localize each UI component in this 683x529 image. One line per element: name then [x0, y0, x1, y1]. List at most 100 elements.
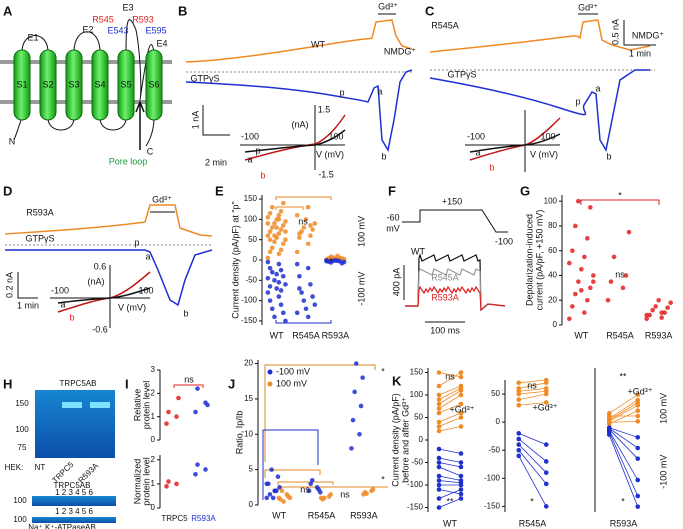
band: [62, 402, 82, 408]
pair-line: [609, 420, 638, 423]
panel-label: D: [3, 183, 12, 198]
legend-label: -100 mV: [658, 455, 668, 489]
point: [265, 290, 271, 295]
point: [195, 386, 200, 391]
point: [274, 286, 279, 291]
point: [269, 269, 275, 275]
panel-text: R545A: [431, 20, 459, 30]
point: [278, 227, 284, 232]
pair-line: [518, 379, 547, 384]
y-axis-label: protein level: [141, 457, 151, 506]
point: [605, 297, 611, 303]
point: [193, 471, 198, 477]
point: [436, 482, 442, 488]
point: [312, 302, 318, 307]
point: [588, 205, 593, 210]
y-tick-label: 100: [410, 390, 424, 399]
point: [195, 462, 200, 467]
panel-text: 1 2 3 4 5 6: [55, 507, 93, 516]
pair-line: [438, 466, 462, 477]
point: [436, 505, 442, 510]
point: [350, 417, 356, 423]
annotation: **: [446, 496, 454, 506]
point: [278, 208, 284, 214]
point: [308, 481, 314, 487]
point: [543, 388, 549, 394]
legend-label: -100 mV: [356, 272, 366, 306]
pair-line: [438, 387, 462, 400]
y-axis-label: Normalized: [132, 459, 142, 505]
trace: [429, 69, 650, 153]
point: [635, 408, 641, 413]
legend-marker: [267, 369, 273, 375]
point: [516, 442, 522, 447]
pair-line: [518, 449, 547, 485]
panel-text: Pore loop: [109, 156, 148, 166]
iv-curve: [469, 133, 561, 153]
point: [276, 231, 282, 236]
scale-bar: [623, 20, 656, 46]
panel-text: GTPγS: [447, 69, 476, 79]
point: [312, 221, 318, 226]
point: [264, 481, 270, 487]
panel-text: GTPγS: [190, 73, 219, 83]
y-axis-label: Depolarization-induced: [524, 214, 534, 306]
point: [582, 310, 587, 315]
point: [458, 374, 464, 380]
x-tick-label: WT: [443, 518, 457, 528]
point: [585, 297, 590, 303]
point: [322, 495, 327, 501]
pair-line: [609, 427, 638, 449]
point: [279, 488, 285, 494]
y-tick-label: 50: [248, 235, 257, 244]
point: [166, 409, 171, 415]
point: [269, 306, 275, 312]
trace: [185, 69, 413, 153]
helix: [117, 49, 135, 121]
point: [635, 392, 641, 397]
panel-text: 100: [138, 285, 153, 295]
x-tick-label: R593A: [191, 514, 216, 523]
panel-text: R593: [132, 14, 154, 24]
point: [458, 491, 464, 497]
panel-text: E2: [82, 24, 93, 34]
point: [665, 305, 670, 310]
point: [276, 251, 282, 257]
panel-label: A: [3, 3, 13, 18]
point: [436, 410, 442, 416]
point: [516, 402, 522, 408]
panel-text: b: [489, 162, 494, 172]
panel-text: -100: [467, 131, 485, 141]
traces: [405, 253, 506, 312]
point: [516, 453, 522, 459]
y-tick-label: 150: [410, 368, 424, 377]
point: [294, 213, 300, 218]
point: [303, 306, 309, 312]
point: [203, 467, 208, 472]
annotation: **: [619, 371, 627, 381]
panel-text: S4: [94, 79, 105, 89]
panel-text: S6: [148, 79, 159, 89]
point: [591, 279, 596, 284]
point: [301, 298, 307, 303]
point: [543, 481, 549, 487]
point: [668, 300, 673, 306]
annotation: *: [621, 496, 625, 506]
band: [90, 402, 110, 408]
point: [436, 406, 442, 411]
point: [283, 282, 288, 287]
point: [436, 401, 442, 407]
point: [333, 258, 338, 263]
helix: [145, 49, 163, 121]
point: [174, 414, 179, 419]
point: [341, 259, 347, 265]
pair-line: [518, 402, 547, 406]
point: [283, 229, 288, 234]
panel-text: NMDG⁺: [632, 30, 664, 40]
point: [573, 291, 578, 297]
point: [650, 307, 655, 313]
pair-line: [438, 480, 462, 484]
point: [267, 210, 273, 216]
panel-text: 1.5: [318, 104, 331, 114]
x-tick-label: TRPC5: [161, 514, 188, 523]
